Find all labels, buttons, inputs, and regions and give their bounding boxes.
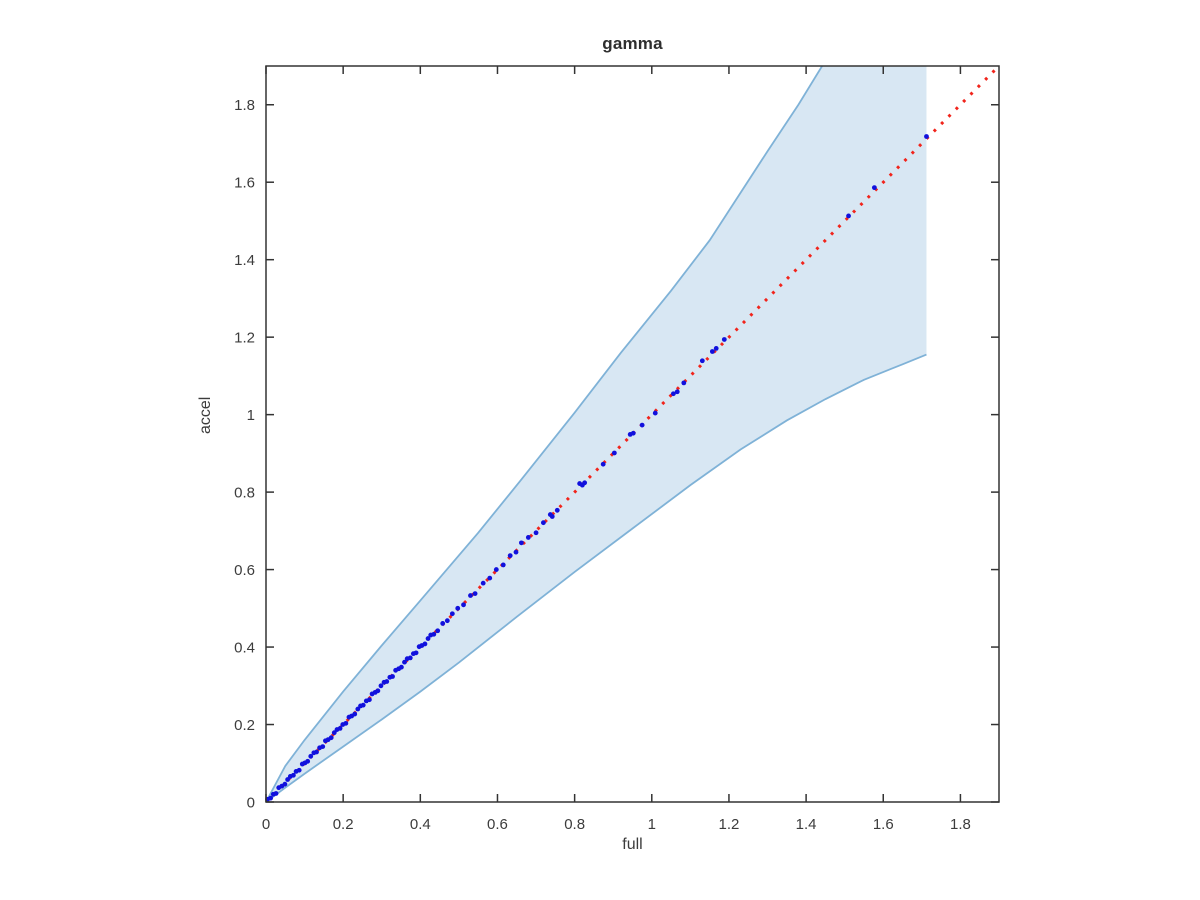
data-point (924, 134, 929, 139)
data-point (413, 650, 419, 656)
data-point (513, 549, 519, 555)
data-point (639, 422, 645, 428)
data-point (525, 535, 531, 540)
x-tick-label: 1.6 (873, 816, 894, 833)
data-point (375, 688, 381, 694)
data-point (273, 791, 279, 796)
tick-marks (265, 66, 999, 803)
band-upper-edge (266, 66, 824, 802)
data-point (500, 562, 506, 568)
data-point (290, 772, 296, 778)
data-point (435, 628, 441, 634)
data-point (378, 683, 384, 689)
data-point (399, 664, 404, 670)
data-point (425, 636, 431, 641)
x-axis-label: full (622, 836, 643, 853)
data-point (670, 391, 676, 397)
y-tick-label: 1.6 (234, 174, 255, 191)
data-point (407, 655, 413, 661)
data-point (337, 726, 343, 731)
chart-title: gamma (602, 34, 663, 53)
y-tick-label: 1 (247, 407, 255, 424)
x-tick-label: 1.4 (796, 816, 817, 833)
axes-box (265, 65, 1000, 803)
data-point (518, 540, 524, 546)
data-point (296, 767, 302, 773)
data-point (366, 697, 372, 703)
data-point (611, 450, 617, 456)
x-tick-label: 1.8 (950, 816, 971, 833)
data-point (360, 702, 366, 708)
data-point (331, 730, 337, 736)
data-point (402, 659, 407, 665)
data-point (549, 514, 555, 519)
data-point (285, 777, 291, 782)
data-point (461, 602, 466, 608)
data-point (554, 507, 560, 513)
data-point (493, 567, 499, 572)
data-point (422, 641, 428, 647)
data-point (308, 753, 314, 759)
data-point (343, 720, 349, 726)
data-point (384, 679, 390, 684)
data-point (455, 605, 461, 611)
data-point (480, 580, 486, 586)
scatter-points (265, 134, 929, 802)
data-point (320, 744, 326, 750)
data-point (652, 410, 658, 416)
y-tick-label: 0 (247, 794, 255, 811)
y-tick-label: 1.4 (234, 252, 255, 269)
band-lower-edge (266, 353, 927, 802)
confidence-band (266, 66, 927, 802)
y-tick-label: 0.8 (234, 484, 255, 501)
y-tick-label: 1.8 (234, 97, 255, 114)
data-point (444, 618, 450, 624)
x-tick-label: 0.4 (410, 816, 431, 833)
data-point (721, 337, 727, 342)
y-tick-label: 1.2 (234, 329, 255, 346)
x-tick-label: 0.6 (487, 816, 508, 833)
x-tick-label: 1.2 (719, 816, 740, 833)
y-tick-label: 0.4 (234, 639, 255, 656)
data-point (305, 758, 311, 764)
x-tick-label: 0 (262, 816, 270, 833)
data-point (582, 480, 588, 486)
y-tick-label: 0.2 (234, 717, 255, 734)
data-point (328, 735, 334, 741)
data-point (533, 530, 539, 536)
data-point (352, 711, 358, 717)
data-point (540, 520, 546, 526)
data-point (630, 430, 636, 436)
data-point (699, 358, 705, 364)
data-point (709, 349, 715, 354)
data-point (487, 575, 493, 581)
data-point (674, 389, 680, 395)
data-point (431, 631, 437, 637)
data-point (681, 380, 687, 386)
data-point (268, 795, 274, 801)
data-point (846, 213, 851, 219)
data-point (449, 611, 455, 617)
x-tick-label: 1 (648, 816, 656, 833)
y-tick-label: 0.6 (234, 562, 255, 579)
data-point (282, 781, 288, 787)
data-point (713, 345, 719, 351)
data-point (440, 621, 446, 626)
data-point (468, 593, 473, 598)
data-point (472, 591, 478, 596)
x-tick-label: 0.2 (333, 816, 354, 833)
identity-line (266, 66, 999, 802)
data-point (600, 461, 606, 467)
x-tick-label: 0.8 (564, 816, 585, 833)
data-point (871, 185, 877, 191)
data-point (507, 553, 513, 559)
data-point (355, 706, 361, 712)
data-point (314, 749, 319, 755)
data-point (390, 674, 395, 679)
